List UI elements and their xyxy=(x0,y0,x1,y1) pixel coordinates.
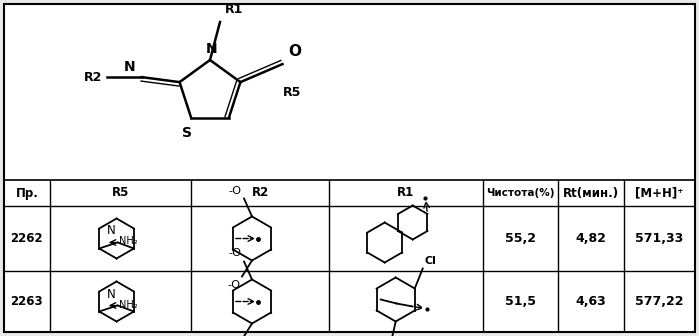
Text: -O: -O xyxy=(228,185,241,196)
Text: R1: R1 xyxy=(397,186,415,200)
Text: Пр.: Пр. xyxy=(15,186,38,200)
Text: 2263: 2263 xyxy=(10,295,43,308)
Text: N: N xyxy=(106,224,115,238)
Text: R2: R2 xyxy=(252,186,268,200)
Text: Cl: Cl xyxy=(425,255,437,265)
Text: 571,33: 571,33 xyxy=(635,232,684,245)
Text: S: S xyxy=(182,126,192,140)
Text: 4,82: 4,82 xyxy=(575,232,606,245)
Text: NH₂: NH₂ xyxy=(120,299,138,309)
Text: R1: R1 xyxy=(225,3,243,16)
Text: R5: R5 xyxy=(283,86,302,99)
Text: Rt(мин.): Rt(мин.) xyxy=(563,186,619,200)
Text: O: O xyxy=(288,44,301,59)
Text: 2262: 2262 xyxy=(10,232,43,245)
Text: N: N xyxy=(106,288,115,300)
Text: R5: R5 xyxy=(112,186,129,200)
Text: -O: -O xyxy=(227,280,240,290)
Text: -O: -O xyxy=(228,249,241,258)
Text: N: N xyxy=(124,60,136,74)
Text: 51,5: 51,5 xyxy=(505,295,535,308)
Text: 577,22: 577,22 xyxy=(635,295,684,308)
Text: NH₂: NH₂ xyxy=(120,237,138,247)
Text: 4,63: 4,63 xyxy=(575,295,606,308)
Text: 55,2: 55,2 xyxy=(505,232,535,245)
Text: [M+H]⁺: [M+H]⁺ xyxy=(635,186,684,200)
Text: R2: R2 xyxy=(83,71,102,84)
Text: Чистота(%): Чистота(%) xyxy=(486,188,554,198)
Text: N: N xyxy=(206,42,218,56)
